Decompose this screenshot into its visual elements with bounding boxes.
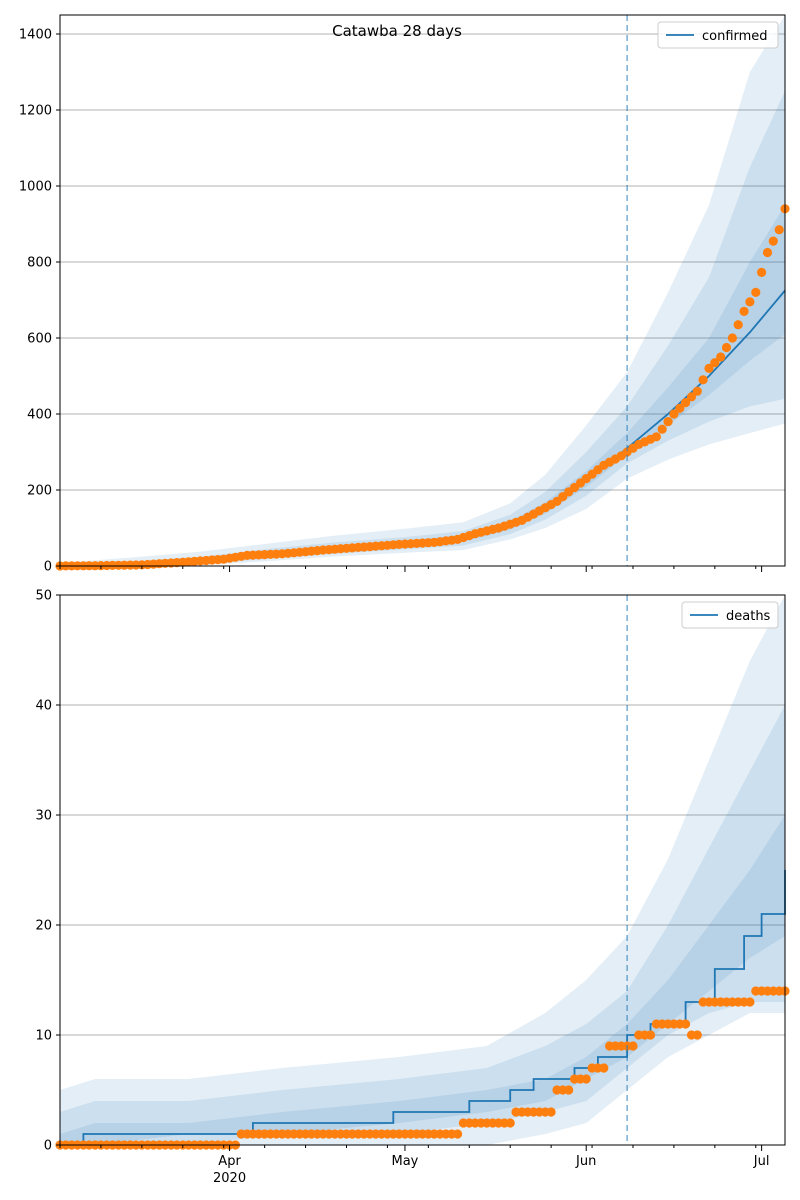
observed-point <box>727 333 738 343</box>
observed-point <box>716 352 726 362</box>
legend-box <box>657 21 779 49</box>
observed-point <box>686 392 697 402</box>
observed-point <box>721 342 732 353</box>
observed-point <box>757 267 767 277</box>
observed-point <box>505 1118 515 1128</box>
legend-label: confirmed <box>702 29 768 44</box>
x-tick-label: Apr <box>218 1154 241 1169</box>
x-tick-label: Jun <box>575 1154 596 1169</box>
observed-point <box>774 225 784 235</box>
y-tick-label: 10 <box>35 1029 52 1044</box>
y-tick-label: 800 <box>27 256 52 271</box>
observed-point <box>768 236 778 246</box>
observed-point <box>628 1041 638 1051</box>
observed-point <box>692 1030 702 1040</box>
observed-point <box>739 306 749 316</box>
y-tick-label: 1200 <box>19 104 52 119</box>
y-tick-label: 0 <box>44 560 52 575</box>
observed-point <box>733 320 743 330</box>
y-tick-label: 30 <box>35 809 52 824</box>
observed-point <box>663 417 673 427</box>
y-tick-label: 0 <box>44 1139 52 1154</box>
legend-label: deaths <box>726 609 771 624</box>
observed-point <box>564 1085 574 1095</box>
observed-point <box>698 375 708 385</box>
uncertainty-band <box>60 15 785 566</box>
deaths-panel: 0 10 20 30 40 50 Apr 2020 May Jun Jul deaths <box>35 589 790 1186</box>
axes-frame <box>59 594 786 1146</box>
confirmed-panel: 0 200 400 600 800 1000 1200 1400 Catawba 28 days… <box>19 14 790 575</box>
observed-point <box>751 287 761 297</box>
uncertainty-band <box>60 815 785 1145</box>
observed-point <box>675 403 685 413</box>
observed-point <box>669 409 679 419</box>
observed-point <box>599 1063 609 1073</box>
y-tick-label: 20 <box>35 919 52 934</box>
observed-point <box>546 1107 556 1117</box>
y-tick-label: 50 <box>35 589 52 604</box>
observed-point <box>651 432 662 442</box>
observed-point <box>453 1129 463 1139</box>
legend-box <box>681 601 779 629</box>
observed-point <box>681 1019 691 1029</box>
uncertainty-band <box>60 705 785 1145</box>
y-tick-label: 40 <box>35 699 52 714</box>
chart-title: Catawba 28 days <box>332 22 462 40</box>
observed-point <box>645 1030 656 1040</box>
observed-point <box>692 386 702 396</box>
observed-point <box>704 363 714 373</box>
y-tick-label: 400 <box>27 408 52 423</box>
uncertainty-band <box>60 595 785 1145</box>
y-tick-label: 200 <box>27 484 52 499</box>
observed-point <box>657 424 667 434</box>
x-tick-sublabel: 2020 <box>213 1171 246 1186</box>
y-tick-label: 1400 <box>19 28 52 43</box>
observed-point <box>745 997 755 1007</box>
y-tick-label: 600 <box>27 332 52 347</box>
x-tick-label: Jul <box>753 1154 770 1169</box>
observed-point <box>745 297 755 307</box>
y-tick-label: 1000 <box>19 180 52 195</box>
axes-frame <box>59 14 786 567</box>
x-tick-label: May <box>392 1154 419 1169</box>
uncertainty-band <box>60 91 785 566</box>
observed-point <box>681 398 691 408</box>
observed-point <box>762 247 773 258</box>
observed-point <box>710 358 720 368</box>
observed-point <box>581 1074 591 1084</box>
